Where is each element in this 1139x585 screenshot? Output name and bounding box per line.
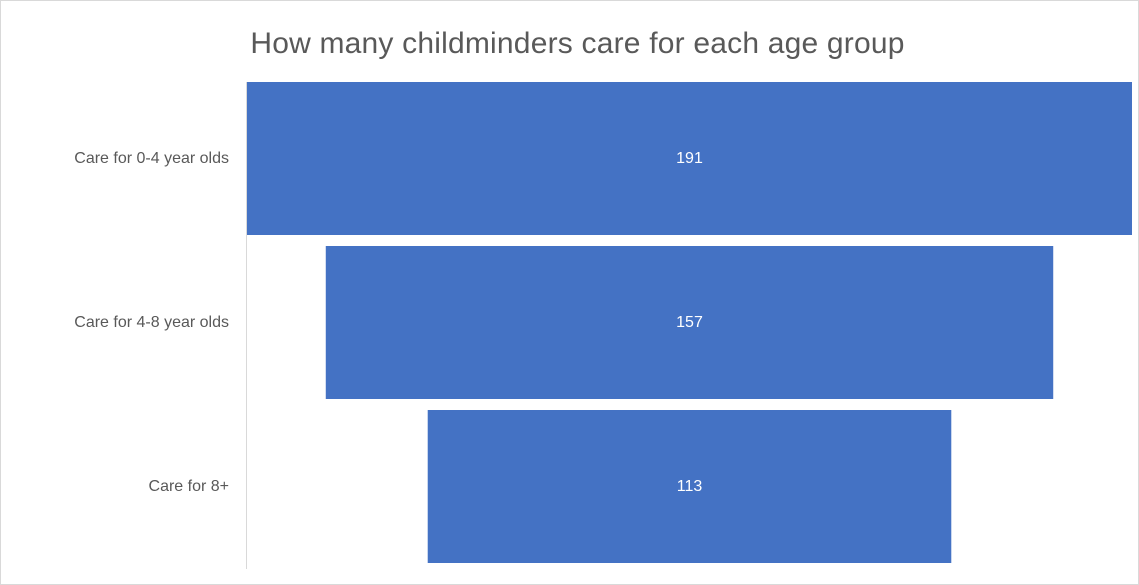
bar-1 — [247, 82, 1132, 235]
category-label-3: Care for 8+ — [149, 478, 229, 495]
bar-3 — [427, 410, 952, 563]
category-label-2: Care for 4-8 year olds — [74, 314, 229, 331]
chart-title: How many childminders care for each age … — [250, 27, 905, 60]
data-label-1: 191 — [676, 150, 703, 167]
data-label-3: 113 — [677, 478, 703, 495]
data-label-2: 157 — [676, 314, 703, 331]
category-labels: Care for 0-4 year olds Care for 4-8 year … — [74, 150, 229, 495]
category-label-1: Care for 0-4 year olds — [74, 150, 229, 167]
bars-group — [247, 82, 1132, 563]
data-labels: 191 157 113 — [676, 150, 703, 495]
bar-2 — [325, 246, 1054, 399]
